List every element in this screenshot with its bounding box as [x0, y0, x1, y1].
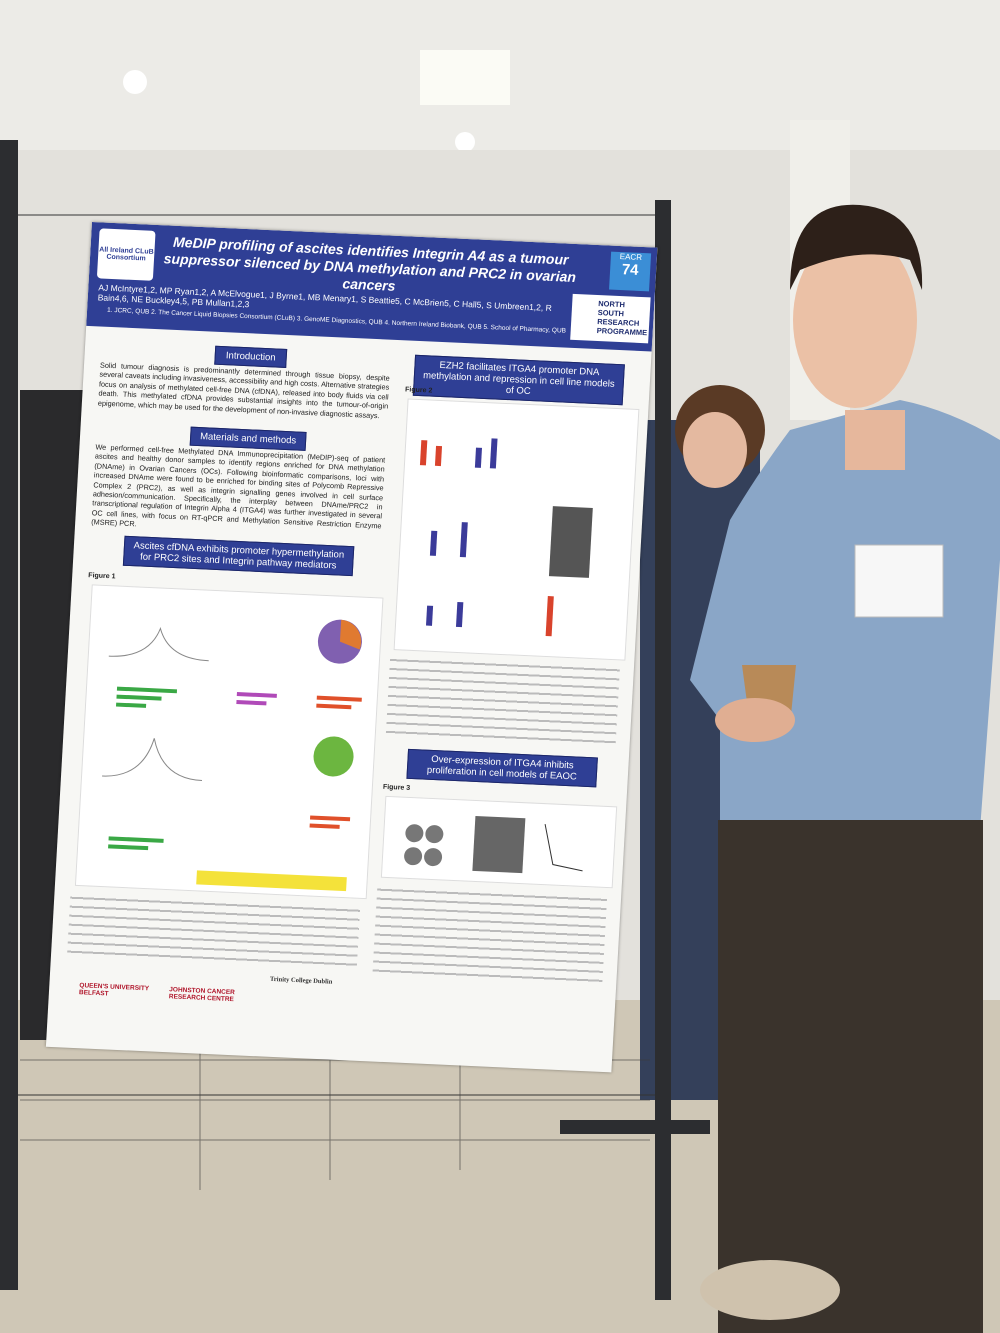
board-post — [655, 200, 671, 1300]
bars — [316, 695, 362, 710]
bars — [419, 440, 443, 467]
ceiling-light — [420, 50, 510, 105]
curve — [108, 626, 209, 662]
badge: EACR 74 — [609, 251, 652, 292]
footer-logo: QUEEN'S UNIVERSITY BELFAST — [78, 982, 150, 998]
figure-panel — [74, 584, 384, 900]
bars — [425, 438, 498, 628]
logo: NORTH SOUTH RESEARCH PROGRAMME — [570, 293, 651, 344]
figure-label: Figure 1 — [88, 572, 116, 581]
hair — [790, 204, 923, 290]
shoe — [700, 1260, 840, 1320]
figure-label: Figure 2 — [404, 386, 433, 395]
highlight-box — [196, 870, 347, 892]
name-badge — [854, 544, 944, 618]
ceiling-light — [123, 70, 147, 94]
board-post — [0, 140, 18, 1290]
bars — [309, 815, 351, 829]
curve — [544, 824, 583, 872]
figure — [404, 815, 583, 874]
face — [793, 232, 917, 408]
figure-label: Figure 3 — [382, 783, 411, 792]
footer-logo: JOHNSTON CANCER RESEARCH CENTRE — [168, 986, 236, 1004]
paragraph: We performed cell-free Methylated DNA Im… — [91, 442, 386, 531]
caption-lines — [372, 885, 608, 986]
bars — [108, 836, 164, 851]
caption-lines — [67, 893, 361, 967]
pie — [313, 736, 354, 777]
figure-panel — [380, 795, 618, 889]
section-heading: Ascites cfDNA exhibits promoter hypermet… — [122, 535, 355, 577]
section-heading: Introduction — [214, 345, 288, 368]
blot — [472, 815, 526, 874]
poster: All Ireland CLuB Consortium MeDIP profil… — [45, 222, 658, 1073]
section-heading: EZH2 facilitates ITGA4 promoter DNA meth… — [412, 354, 625, 406]
curve — [102, 738, 203, 782]
ceiling-light — [455, 132, 475, 152]
figure — [102, 619, 362, 892]
woman-face — [683, 412, 747, 488]
grid-mesh — [20, 1030, 650, 1190]
neck — [845, 410, 905, 470]
logo: All Ireland CLuB Consortium — [96, 228, 156, 281]
section-heading: Over-expression of ITGA4 inhibits prolif… — [406, 748, 598, 788]
caption-lines — [385, 655, 621, 747]
figure — [419, 438, 593, 637]
figure-panel — [393, 398, 640, 661]
paragraph: Solid tumour diagnosis is predominantly … — [97, 360, 390, 420]
trousers — [718, 820, 983, 1333]
pie-slice — [339, 619, 362, 650]
board-foot — [560, 1120, 710, 1134]
blot — [548, 506, 593, 578]
badge-number: 74 — [621, 261, 639, 279]
footer-logo: Trinity College Dublin — [269, 975, 333, 986]
hand — [715, 698, 795, 742]
bars — [545, 596, 554, 637]
bars — [236, 692, 277, 706]
bars — [115, 686, 178, 708]
